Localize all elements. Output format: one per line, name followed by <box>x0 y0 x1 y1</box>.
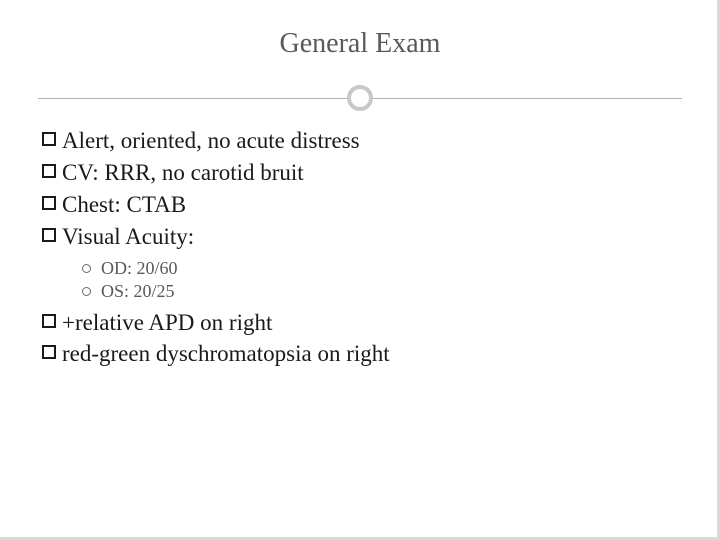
sub-bullet-text: OD: 20/60 <box>101 258 178 279</box>
bullet-text: Visual Acuity: <box>62 222 194 252</box>
divider-circle-icon <box>347 85 373 111</box>
sub-bullet-list: OD: 20/60 OS: 20/25 <box>82 258 682 302</box>
square-bullet-icon <box>42 228 56 242</box>
bullet-text: Chest: CTAB <box>62 190 186 220</box>
bullet-item: Visual Acuity: <box>42 222 682 252</box>
bullet-item: CV: RRR, no carotid bruit <box>42 158 682 188</box>
circle-bullet-icon <box>82 264 91 273</box>
bullet-item: red-green dyschromatopsia on right <box>42 339 682 369</box>
square-bullet-icon <box>42 314 56 328</box>
bullet-text: +relative APD on right <box>62 308 272 338</box>
title-divider <box>38 84 682 112</box>
bullet-item: Alert, oriented, no acute distress <box>42 126 682 156</box>
bullet-text: red-green dyschromatopsia on right <box>62 339 390 369</box>
sub-bullet-text: OS: 20/25 <box>101 281 175 302</box>
bullet-item: Chest: CTAB <box>42 190 682 220</box>
sub-bullet-item: OS: 20/25 <box>82 281 682 302</box>
bullet-text: Alert, oriented, no acute distress <box>62 126 360 156</box>
bullet-text: CV: RRR, no carotid bruit <box>62 158 304 188</box>
slide: General Exam Alert, oriented, no acute d… <box>0 0 720 540</box>
circle-bullet-icon <box>82 287 91 296</box>
slide-title: General Exam <box>38 28 682 60</box>
square-bullet-icon <box>42 345 56 359</box>
content-area: Alert, oriented, no acute distress CV: R… <box>38 126 682 369</box>
sub-bullet-item: OD: 20/60 <box>82 258 682 279</box>
square-bullet-icon <box>42 132 56 146</box>
square-bullet-icon <box>42 164 56 178</box>
square-bullet-icon <box>42 196 56 210</box>
bullet-item: +relative APD on right <box>42 308 682 338</box>
